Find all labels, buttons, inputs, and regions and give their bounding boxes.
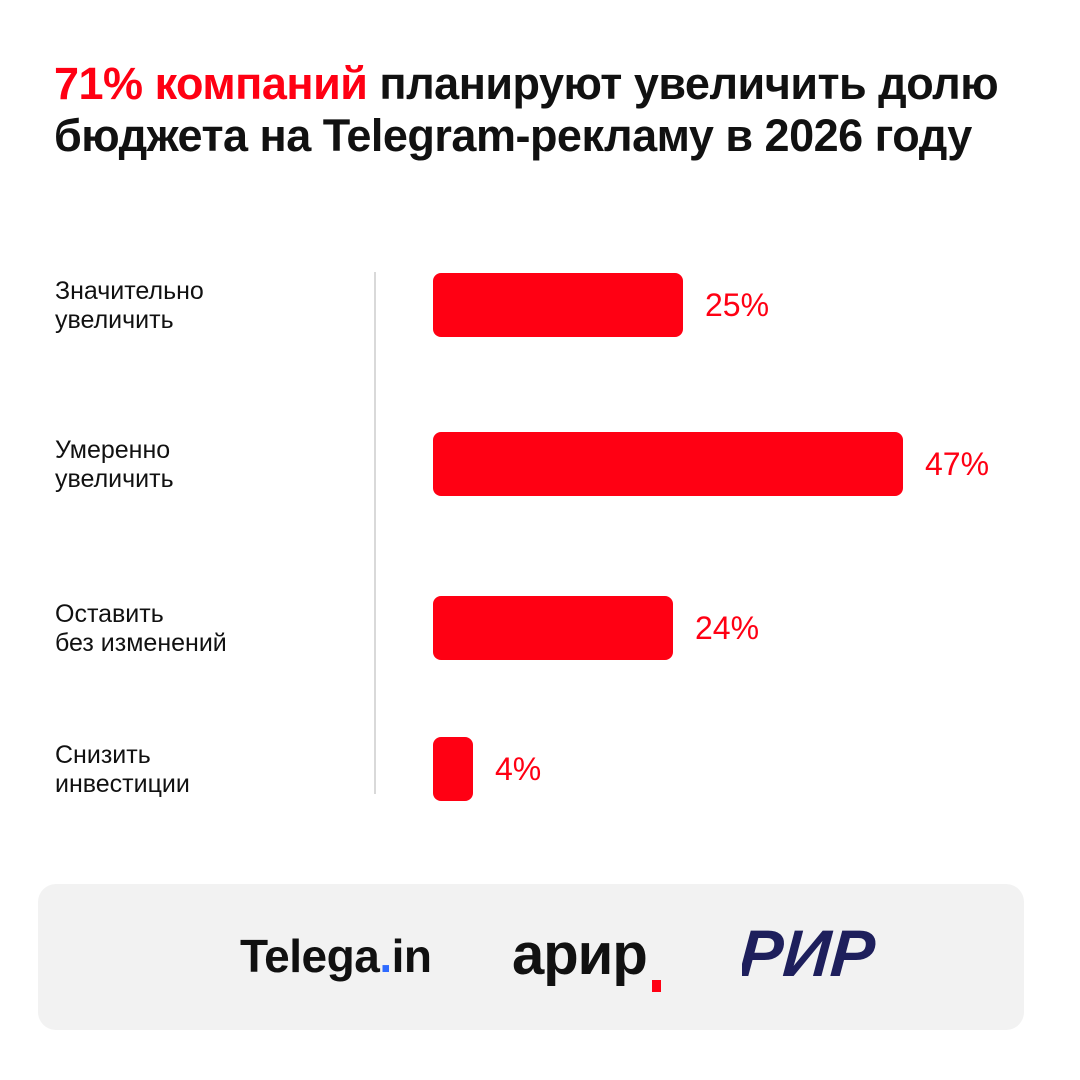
bar xyxy=(433,432,903,496)
arir-logo: арир xyxy=(512,928,661,992)
value-label: 24% xyxy=(695,610,760,646)
category-label: Значительно увеличить xyxy=(55,277,204,334)
value-label: 4% xyxy=(495,751,542,787)
chart-title: 71% компаний планируют увеличить долю бю… xyxy=(54,58,1034,162)
category-label: Оставить без изменений xyxy=(55,600,227,657)
rir-logo: РИР xyxy=(742,917,878,991)
category-label: Снизить инвестиции xyxy=(55,741,190,798)
arir-red-mark xyxy=(652,980,661,992)
svg-text:арир: арир xyxy=(512,928,647,987)
value-label: 25% xyxy=(705,287,770,323)
bar xyxy=(433,596,673,660)
category-label: Умеренно увеличить xyxy=(55,436,174,493)
partner-logos-panel: Telega.in арир РИР xyxy=(38,884,1024,1030)
svg-text:РИР: РИР xyxy=(742,917,878,991)
title-rest: планируют увеличить долю бюджета на Tele… xyxy=(54,58,999,161)
bar xyxy=(433,273,683,337)
telega-in-logo: Telega.in xyxy=(240,930,432,982)
bar xyxy=(433,737,473,801)
title-highlight: 71% компаний xyxy=(54,58,368,109)
axis-divider xyxy=(374,272,376,794)
value-label: 47% xyxy=(925,446,990,482)
